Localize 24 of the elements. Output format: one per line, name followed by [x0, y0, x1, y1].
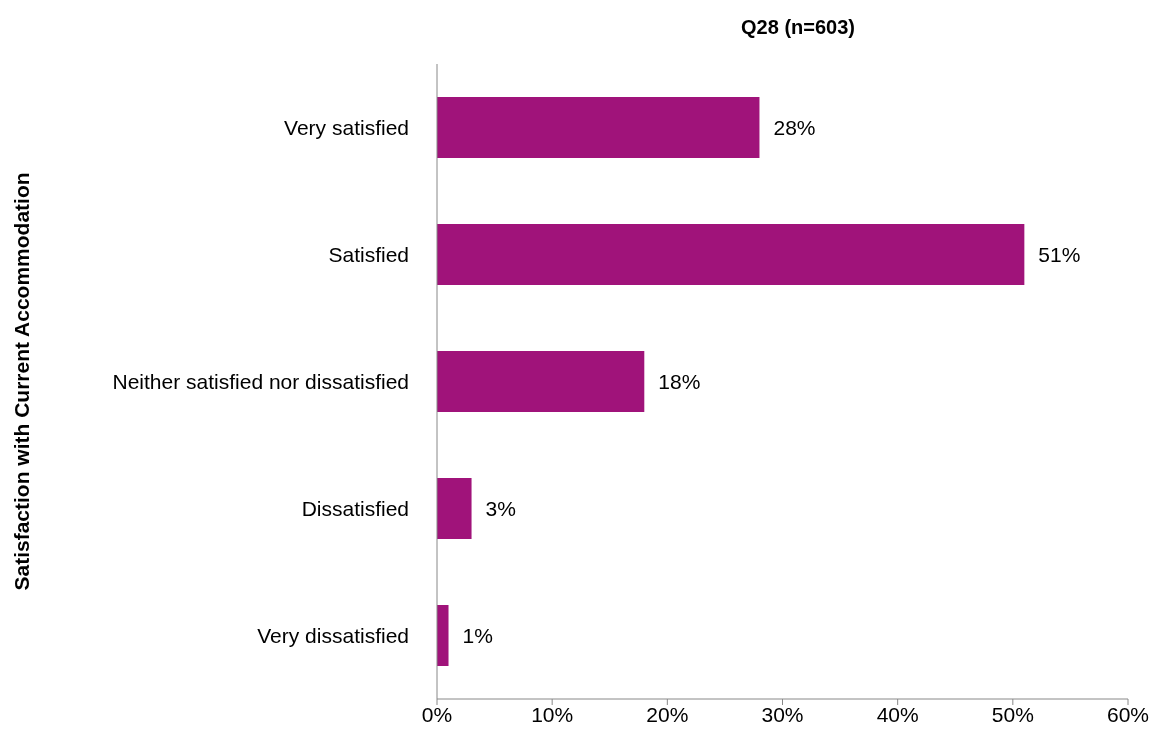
data-label: 28% — [773, 115, 816, 139]
data-label: 51% — [1038, 242, 1081, 266]
y-tick-label: Dissatisfied — [301, 496, 409, 520]
bar — [437, 224, 1025, 286]
x-tick-label: 60% — [1106, 702, 1150, 726]
x-tick-label: 40% — [876, 702, 919, 726]
bar — [437, 97, 760, 159]
x-tick-label: 20% — [646, 702, 689, 726]
y-tick-label: Very dissatisfied — [257, 623, 409, 647]
y-axis-title: Satisfaction with Current Accommodation — [10, 172, 34, 591]
x-tick-label: 30% — [761, 702, 804, 726]
bar — [437, 605, 449, 667]
y-tick-label: Neither satisfied nor dissatisfied — [112, 369, 409, 393]
x-tick-label: 10% — [531, 702, 574, 726]
data-label: 18% — [658, 369, 701, 393]
x-tick-label: 50% — [991, 702, 1034, 726]
data-label: 3% — [485, 496, 516, 520]
data-label: 1% — [462, 623, 493, 647]
x-tick-label: 0% — [421, 702, 453, 726]
bar — [437, 478, 472, 540]
y-tick-label: Very satisfied — [284, 115, 409, 139]
chart-title: Q28 (n=603) — [740, 16, 856, 39]
bar — [437, 351, 645, 413]
y-tick-label: Satisfied — [328, 242, 409, 266]
